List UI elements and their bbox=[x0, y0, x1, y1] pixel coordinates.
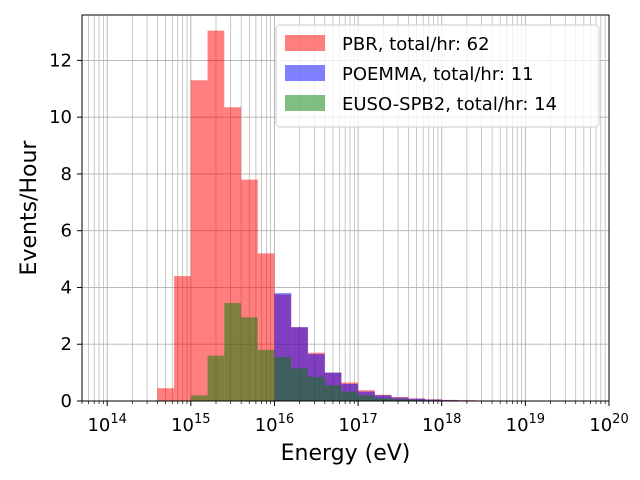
histogram-bar bbox=[374, 398, 392, 401]
y-axis-title: Events/Hour bbox=[17, 140, 42, 276]
x-tick-label: 1017 bbox=[338, 412, 377, 436]
histogram-bar bbox=[240, 317, 258, 401]
legend-label: POEMMA, total/hr: 11 bbox=[342, 64, 534, 85]
x-tick-label: 1015 bbox=[171, 412, 210, 436]
histogram-bar bbox=[257, 349, 275, 401]
histogram-bar bbox=[324, 385, 342, 401]
histogram-bar bbox=[358, 395, 375, 401]
y-tick-label: 6 bbox=[61, 221, 72, 242]
y-tick-label: 12 bbox=[49, 50, 72, 71]
axis-ticks: 1014 1015 1016 1017 1018 1019 1020 0 2 4 6 8 10 12 bbox=[49, 50, 629, 436]
legend-swatch bbox=[285, 35, 325, 51]
histogram-bar bbox=[174, 276, 191, 401]
histogram-bar bbox=[157, 388, 175, 401]
histogram-bar bbox=[207, 355, 225, 401]
histogram-bar bbox=[190, 80, 208, 401]
x-tick-label: 1020 bbox=[589, 412, 628, 436]
y-tick-label: 2 bbox=[61, 334, 72, 355]
legend-swatch bbox=[285, 65, 325, 81]
histogram-bar bbox=[224, 303, 241, 401]
legend-label: PBR, total/hr: 62 bbox=[342, 34, 490, 55]
legend-label: EUSO-SPB2, total/hr: 14 bbox=[342, 94, 557, 115]
plot-area-frame bbox=[81, 14, 610, 402]
histogram-bars bbox=[157, 30, 509, 402]
histogram-bar bbox=[291, 368, 308, 401]
histogram-bar bbox=[274, 357, 292, 401]
x-tick-label: 1014 bbox=[87, 412, 126, 436]
histogram-bar bbox=[207, 30, 225, 402]
legend-swatch bbox=[285, 95, 325, 111]
x-tick-label: 1016 bbox=[255, 412, 294, 436]
histogram-bar bbox=[341, 391, 359, 401]
histogram-bar bbox=[408, 399, 425, 401]
histogram-bar bbox=[190, 395, 208, 401]
y-tick-label: 8 bbox=[61, 164, 72, 185]
y-tick-label: 4 bbox=[61, 277, 72, 298]
x-axis-title: Energy (eV) bbox=[281, 441, 411, 466]
x-tick-label: 1019 bbox=[506, 412, 545, 436]
legend-box bbox=[275, 24, 600, 128]
x-tick-label: 1018 bbox=[422, 412, 461, 436]
y-tick-label: 10 bbox=[49, 107, 72, 128]
histogram-bar bbox=[408, 398, 425, 401]
histogram-bar bbox=[424, 399, 442, 401]
histogram-bar bbox=[391, 399, 409, 401]
histogram-bar bbox=[307, 376, 325, 401]
histogram-bar bbox=[374, 395, 392, 401]
y-tick-label: 0 bbox=[61, 391, 72, 412]
legend: PBR, total/hr: 62 POEMMA, total/hr: 11 EUS… bbox=[275, 24, 600, 128]
series-euso-spb2 bbox=[190, 303, 442, 401]
